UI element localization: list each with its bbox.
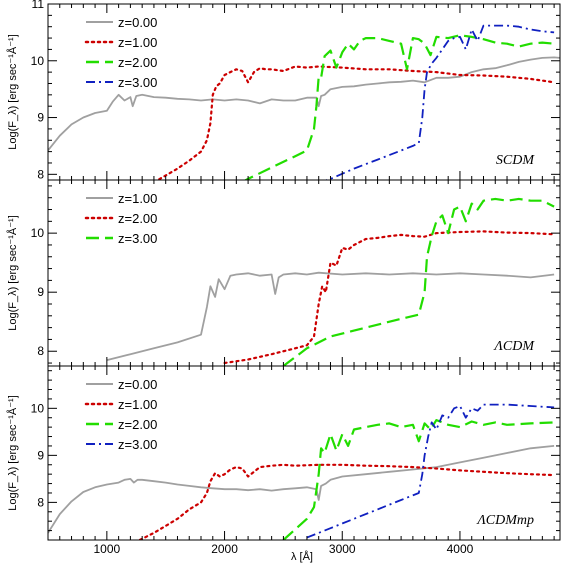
x-tick-label: 1000 — [93, 542, 120, 556]
series-group — [48, 24, 560, 180]
y-tick-label: 10 — [31, 226, 45, 240]
series-line-z200 — [223, 230, 556, 365]
series-line-z200 — [282, 419, 555, 540]
model-label: ΛCDMmp — [475, 513, 534, 528]
ticks — [47, 3, 560, 180]
series-line-z300 — [306, 403, 555, 539]
legend-entry: z=1.00 — [118, 397, 157, 412]
legend: z=0.00 z=1.00 z=2.00 z=3.00 — [84, 377, 157, 452]
legend-entry: z=2.00 — [118, 55, 157, 70]
y-axis-label: Log(F_λ) [erg sec⁻¹Å⁻¹] — [6, 34, 19, 150]
series-group — [106, 197, 556, 366]
ticks — [47, 180, 560, 366]
legend-entry: z=1.00 — [118, 35, 157, 50]
legend-entry: z=0.00 — [118, 15, 157, 30]
x-tick-label: 2000 — [211, 542, 238, 556]
legend: z=0.00 z=1.00 z=2.00 z=3.00 — [84, 15, 157, 90]
y-axis-label: Log(F_λ) [erg sec⁻¹Å⁻¹] — [6, 395, 19, 511]
series-line-z000 — [48, 56, 560, 152]
series-line-z300 — [282, 197, 555, 366]
x-tick-label: 4000 — [447, 542, 474, 556]
ticks — [47, 366, 560, 541]
series-group — [48, 403, 556, 540]
series-line-z100 — [106, 271, 555, 361]
legend-entry: z=1.00 — [118, 191, 157, 206]
y-tick-label: 9 — [37, 111, 44, 125]
y-tick-label: 8 — [37, 495, 44, 509]
panel-2: 8 9 10 Log(F_λ) [erg sec⁻¹Å⁻¹] ΛCDM z=1.00 z=2… — [6, 179, 561, 367]
legend-entry: z=0.00 — [118, 377, 157, 392]
model-label: ΛCDM — [492, 339, 535, 354]
series-line-z100 — [155, 65, 556, 180]
legend-entry: z=3.00 — [118, 75, 157, 90]
y-tick-label: 11 — [32, 0, 45, 11]
y-tick-label: 8 — [37, 167, 44, 181]
x-tick-label: 3000 — [329, 542, 356, 556]
y-tick-label: 9 — [37, 448, 44, 462]
y-tick-label: 8 — [37, 344, 44, 358]
model-label: SCDM — [496, 153, 535, 168]
legend-entry: z=2.00 — [118, 211, 157, 226]
legend-entry: z=3.00 — [118, 437, 157, 452]
legend-entry: z=3.00 — [118, 231, 157, 246]
series-line-z200 — [243, 34, 555, 180]
series-line-z300 — [324, 24, 555, 180]
plot-frame — [47, 3, 561, 181]
legend-entry: z=2.00 — [118, 417, 157, 432]
y-tick-label: 10 — [31, 401, 45, 415]
y-axis-label: Log(F_λ) [erg sec⁻¹Å⁻¹] — [6, 215, 19, 331]
x-axis-label: λ [Å] — [291, 550, 313, 563]
plot-frame — [47, 179, 561, 367]
series-line-z100 — [137, 463, 556, 540]
plot-frame — [47, 365, 561, 541]
y-tick-label: 9 — [37, 285, 44, 299]
y-tick-label: 10 — [31, 54, 45, 68]
legend: z=1.00 z=2.00 z=3.00 — [84, 191, 157, 246]
series-line-z000 — [48, 445, 555, 534]
